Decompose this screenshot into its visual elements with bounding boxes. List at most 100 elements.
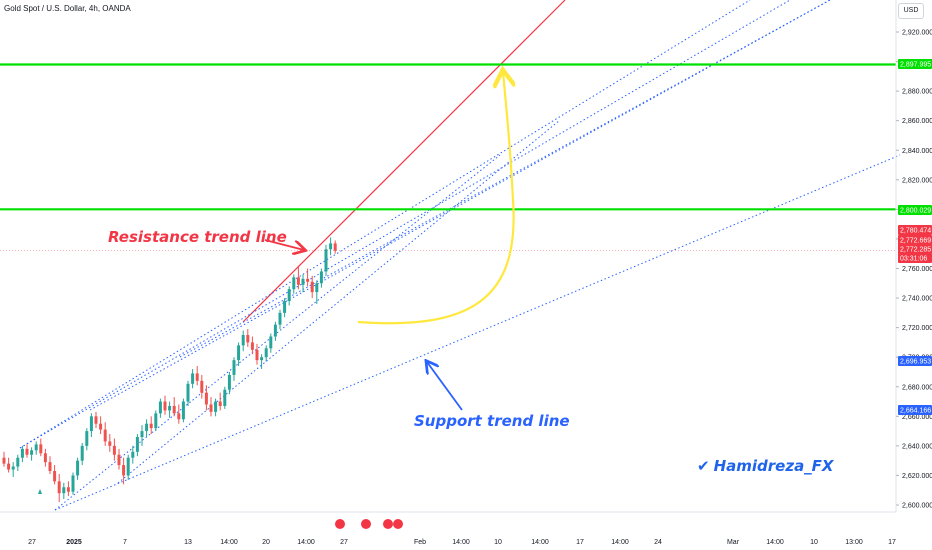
candle bbox=[237, 342, 241, 367]
candle bbox=[80, 442, 84, 466]
candle bbox=[39, 438, 43, 457]
mid-trendline bbox=[117, 119, 561, 484]
x-tick-label: 27 bbox=[28, 539, 36, 546]
candle bbox=[181, 398, 185, 423]
candle bbox=[214, 398, 218, 417]
flag-icon[interactable] bbox=[383, 519, 393, 529]
candle-body bbox=[126, 457, 130, 476]
flag-icon[interactable] bbox=[361, 519, 371, 529]
y-tick-label: 2,820.000 bbox=[902, 177, 932, 184]
x-tick-label: 17 bbox=[576, 539, 584, 546]
y-tick-label: 2,720.000 bbox=[902, 325, 932, 332]
x-tick-label: 24 bbox=[654, 539, 662, 546]
candle bbox=[103, 422, 107, 446]
candle bbox=[191, 369, 195, 389]
y-tick-label: 2,640.000 bbox=[902, 443, 932, 450]
candle-body bbox=[329, 243, 333, 250]
candle-body bbox=[310, 281, 314, 293]
candle bbox=[301, 274, 305, 293]
candle-body bbox=[319, 271, 323, 284]
candle bbox=[319, 268, 323, 288]
candle-body bbox=[2, 457, 6, 464]
x-tick-label: 20 bbox=[262, 539, 270, 546]
candle bbox=[306, 268, 310, 287]
candle bbox=[204, 385, 208, 411]
price-tag-bg bbox=[898, 59, 932, 69]
candle-body bbox=[168, 405, 172, 411]
x-tick-label: 2025 bbox=[66, 539, 82, 546]
trendlines-layer bbox=[19, 0, 901, 511]
candle bbox=[269, 333, 273, 353]
target-curved-arrow bbox=[357, 72, 514, 325]
candle-body bbox=[250, 342, 254, 350]
candle bbox=[158, 398, 162, 418]
x-tick-label: 14:00 bbox=[766, 539, 784, 546]
price-tag: 2,897.995 bbox=[898, 59, 932, 69]
candle bbox=[200, 374, 204, 399]
currency-button[interactable]: USD bbox=[898, 3, 924, 19]
price-tag: 2,800.029 bbox=[898, 205, 932, 215]
x-tick-label: 14:00 bbox=[452, 539, 470, 546]
candle-body bbox=[112, 445, 116, 455]
candle bbox=[53, 465, 57, 485]
x-tick-label: 14:00 bbox=[611, 539, 629, 546]
candle bbox=[99, 416, 103, 435]
price-tag-bg bbox=[898, 205, 932, 215]
candle bbox=[292, 274, 296, 294]
price-tag: 2,664.166 bbox=[898, 405, 932, 415]
candle bbox=[71, 472, 75, 495]
candle bbox=[76, 457, 80, 480]
price-tag: 2,780.474 bbox=[898, 225, 932, 235]
checkmark-icon: ✔ bbox=[697, 457, 710, 475]
y-tick-label: 2,840.000 bbox=[902, 148, 932, 155]
x-tick-label: 10 bbox=[810, 539, 818, 546]
price-tag: 2,772.285 bbox=[898, 244, 932, 254]
price-tag-label: 2,772.669 bbox=[900, 238, 931, 245]
candles-layer bbox=[2, 237, 337, 503]
candle bbox=[260, 354, 264, 370]
candle bbox=[62, 482, 66, 500]
candle bbox=[131, 445, 135, 464]
support-label: Support trend line bbox=[414, 412, 570, 430]
candle-body bbox=[85, 431, 89, 446]
candle-body bbox=[158, 401, 162, 414]
candle-body bbox=[89, 416, 93, 432]
candle-body bbox=[94, 416, 98, 424]
candle-body bbox=[20, 448, 24, 458]
candle bbox=[195, 366, 199, 386]
channel-upper-line-3 bbox=[89, 0, 831, 411]
candle-body bbox=[181, 401, 185, 420]
candle-body bbox=[99, 423, 103, 430]
candle bbox=[122, 457, 126, 485]
candle-body bbox=[16, 457, 20, 467]
candle-body bbox=[149, 423, 153, 429]
candle-body bbox=[53, 471, 57, 482]
candle-body bbox=[34, 444, 38, 451]
candle-body bbox=[232, 360, 236, 375]
candle-body bbox=[76, 460, 80, 476]
candle-body bbox=[108, 441, 112, 446]
candle bbox=[149, 416, 153, 435]
candle bbox=[154, 410, 158, 432]
candle bbox=[163, 395, 167, 415]
y-tick-label: 2,760.000 bbox=[902, 266, 932, 273]
candle bbox=[227, 371, 231, 395]
candle-body bbox=[191, 373, 195, 384]
candle bbox=[329, 237, 333, 256]
y-tick-label: 2,860.000 bbox=[902, 118, 932, 125]
channel-upper-line-2 bbox=[19, 0, 791, 449]
y-tick-label: 2,680.000 bbox=[902, 384, 932, 391]
price-tag-bg bbox=[898, 225, 932, 235]
candle-body bbox=[246, 335, 250, 343]
candle-body bbox=[66, 487, 70, 492]
event-marker-icon[interactable] bbox=[335, 519, 345, 529]
candle bbox=[168, 401, 172, 418]
x-tick-label: 17 bbox=[888, 539, 896, 546]
candle-body bbox=[241, 335, 245, 346]
x-tick-label: 7 bbox=[123, 539, 127, 546]
candle bbox=[177, 404, 181, 424]
price-tag-bg bbox=[898, 235, 932, 245]
flag-icon[interactable] bbox=[393, 519, 403, 529]
candle bbox=[135, 434, 139, 457]
